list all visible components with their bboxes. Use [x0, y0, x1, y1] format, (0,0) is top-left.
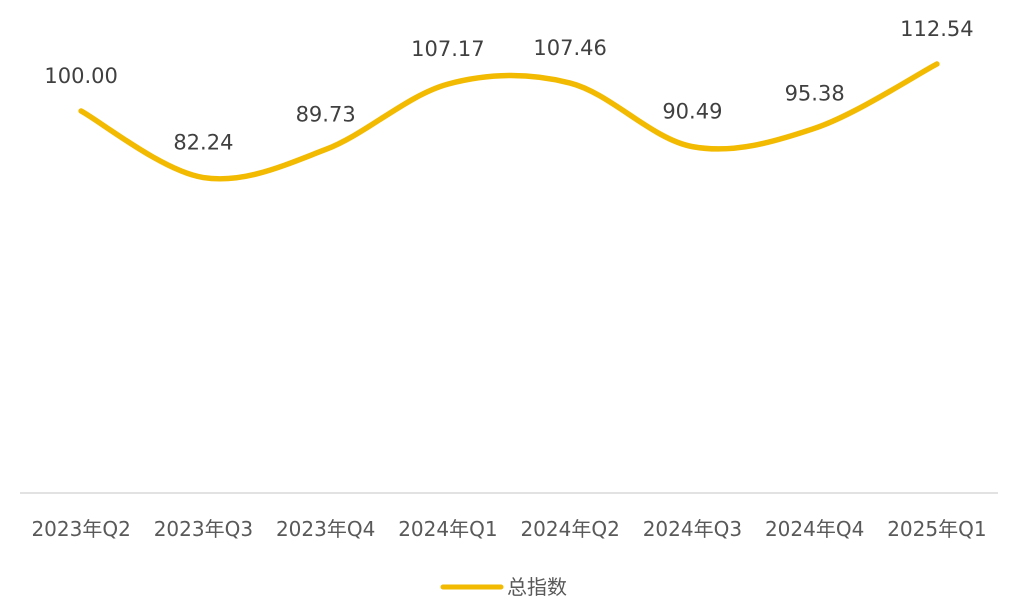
data-label: 100.00 — [44, 64, 117, 88]
data-label: 90.49 — [662, 100, 722, 124]
data-point — [79, 109, 84, 113]
data-label: 112.54 — [900, 17, 973, 41]
data-point — [445, 82, 450, 87]
data-point — [690, 144, 695, 149]
legend: 总指数 — [440, 575, 567, 599]
legend-label: 总指数 — [507, 575, 567, 599]
data-label: 107.17 — [411, 37, 484, 61]
data-label: 89.73 — [296, 102, 356, 126]
x-tick-label: 2023年Q4 — [276, 517, 375, 541]
data-label: 82.24 — [173, 131, 233, 155]
data-point — [812, 126, 817, 131]
x-tick-label: 2024年Q3 — [643, 517, 742, 541]
data-point — [568, 81, 573, 86]
x-tick-layer: 2023年Q2 2023年Q3 2023年Q4 2024年Q1 2024年Q2 2024年… — [31, 517, 986, 541]
data-point — [323, 147, 328, 152]
x-tick-label: 2024年Q1 — [398, 517, 497, 541]
x-tick-label: 2024年Q4 — [765, 517, 864, 541]
series-layer — [78, 61, 940, 182]
data-point — [934, 62, 939, 66]
x-tick-label: 2024年Q2 — [520, 517, 619, 541]
x-tick-label: 2025年Q1 — [887, 517, 986, 541]
data-label: 95.38 — [785, 81, 845, 105]
data-label: 107.46 — [533, 36, 606, 60]
data-label-layer: 100.00 82.24 89.73 107.17 107.46 90.49 95.38 11… — [44, 17, 973, 155]
x-tick-label: 2023年Q3 — [154, 517, 253, 541]
x-tick-label: 2023年Q2 — [31, 517, 130, 541]
data-point — [201, 175, 206, 180]
series-line-总指数 — [78, 61, 940, 182]
